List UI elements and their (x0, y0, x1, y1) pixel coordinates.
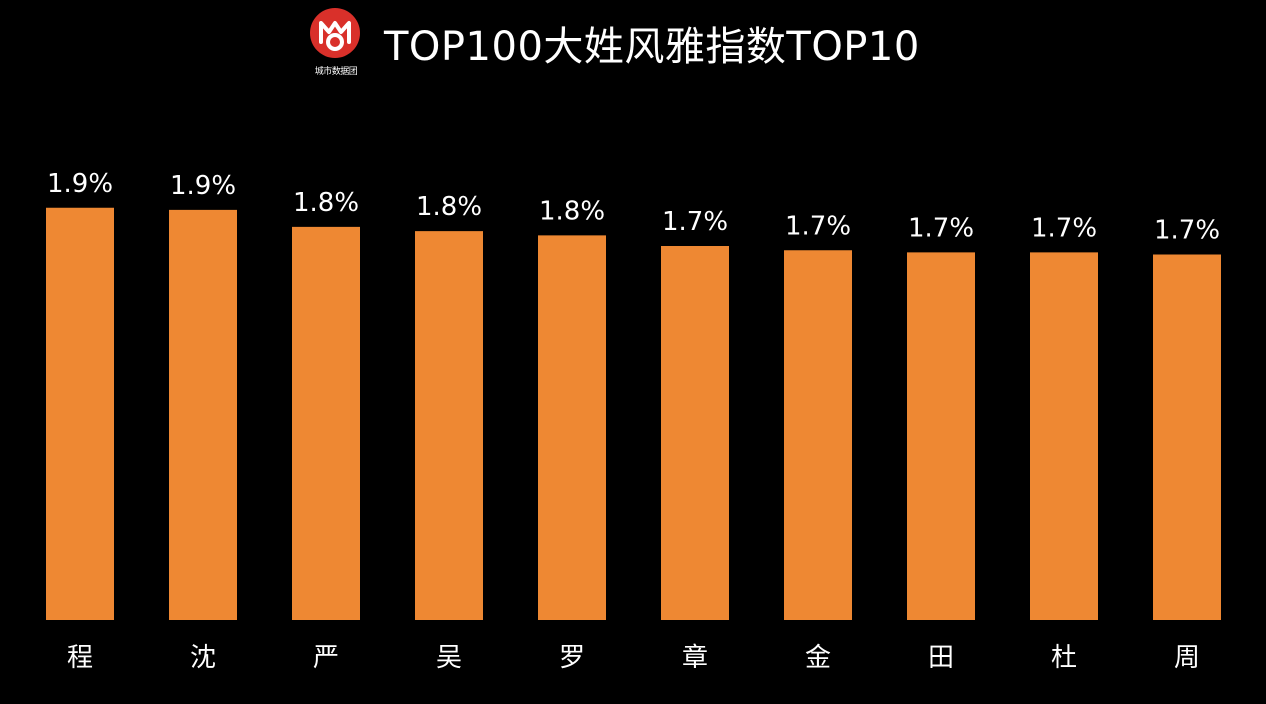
x-tick-label-8: 田 (928, 643, 954, 673)
bar-10 (1153, 254, 1221, 620)
chart-header: 城市数据团 TOP100大姓风雅指数TOP10 (0, 0, 1266, 90)
logo-mark-icon (310, 8, 360, 58)
data-label-3: 1.8% (293, 188, 359, 218)
bar-7 (784, 250, 852, 620)
x-tick-label-1: 程 (67, 643, 93, 673)
x-tick-label-6: 章 (682, 643, 708, 673)
data-label-2: 1.9% (170, 171, 236, 201)
bar-6 (661, 246, 729, 620)
bar-3 (292, 226, 360, 620)
x-tick-label-3: 严 (313, 643, 339, 673)
chart-title: TOP100大姓风雅指数TOP10 (384, 24, 920, 70)
logo-text: 城市数据团 (314, 67, 358, 77)
bar-4 (415, 231, 483, 620)
data-label-10: 1.7% (1154, 216, 1220, 246)
bar-1 (46, 207, 114, 620)
bar-9 (1030, 252, 1098, 620)
data-label-7: 1.7% (785, 211, 851, 241)
data-label-8: 1.7% (908, 213, 974, 243)
x-tick-label-10: 周 (1174, 643, 1200, 673)
x-tick-label-4: 吴 (436, 643, 462, 673)
data-label-9: 1.7% (1031, 213, 1097, 243)
x-tick-label-7: 金 (805, 643, 831, 673)
data-label-1: 1.9% (47, 169, 113, 199)
bar-5 (538, 235, 606, 620)
data-label-5: 1.8% (539, 196, 605, 226)
x-tick-label-2: 沈 (190, 643, 216, 673)
brand-logo: 城市数据团 (306, 8, 366, 80)
x-tick-label-5: 罗 (559, 643, 585, 673)
data-label-6: 1.7% (662, 207, 728, 237)
x-tick-label-9: 杜 (1051, 643, 1077, 673)
bar-2 (169, 209, 237, 620)
bar-8 (907, 252, 975, 620)
data-label-4: 1.8% (416, 192, 482, 222)
